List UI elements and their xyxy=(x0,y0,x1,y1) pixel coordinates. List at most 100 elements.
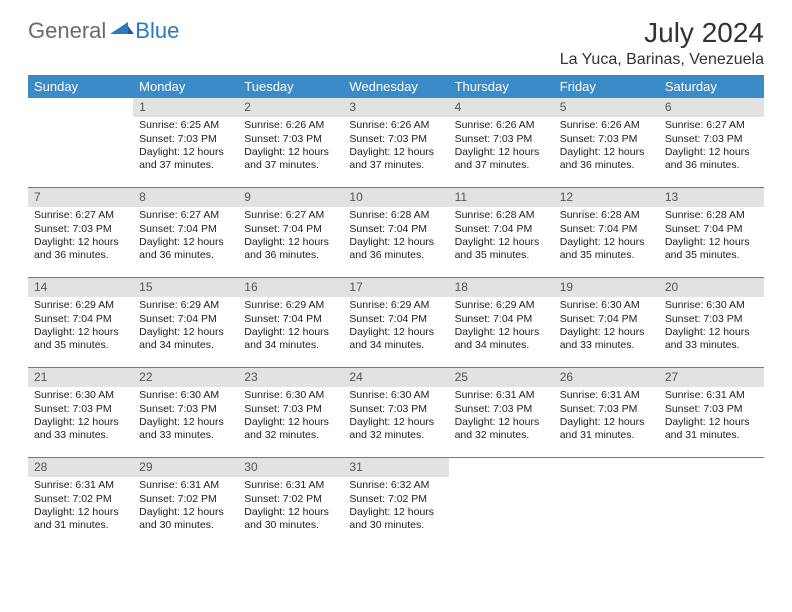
sunrise-line: Sunrise: 6:30 AM xyxy=(34,389,127,402)
calendar-day-cell: 4Sunrise: 6:26 AMSunset: 7:03 PMDaylight… xyxy=(449,98,554,188)
calendar-day-cell: 17Sunrise: 6:29 AMSunset: 7:04 PMDayligh… xyxy=(343,277,448,367)
sunset-line: Sunset: 7:03 PM xyxy=(34,403,127,416)
sunrise-line: Sunrise: 6:29 AM xyxy=(139,299,232,312)
daylight-line: Daylight: 12 hours and 34 minutes. xyxy=(455,326,548,353)
month-year: July 2024 xyxy=(560,18,764,49)
sunset-line: Sunset: 7:04 PM xyxy=(139,313,232,326)
sunrise-line: Sunrise: 6:31 AM xyxy=(139,479,232,492)
sunrise-line: Sunrise: 6:28 AM xyxy=(455,209,548,222)
daylight-line: Daylight: 12 hours and 35 minutes. xyxy=(665,236,758,263)
sunset-line: Sunset: 7:04 PM xyxy=(244,223,337,236)
daylight-line: Daylight: 12 hours and 34 minutes. xyxy=(349,326,442,353)
sunset-line: Sunset: 7:03 PM xyxy=(455,403,548,416)
day-number: 9 xyxy=(238,188,343,207)
day-number: 7 xyxy=(28,188,133,207)
day-number: 20 xyxy=(659,278,764,297)
calendar-day-cell: 1Sunrise: 6:25 AMSunset: 7:03 PMDaylight… xyxy=(133,98,238,188)
day-number: 21 xyxy=(28,368,133,387)
calendar-day-cell: 9Sunrise: 6:27 AMSunset: 7:04 PMDaylight… xyxy=(238,187,343,277)
daylight-line: Daylight: 12 hours and 31 minutes. xyxy=(34,506,127,533)
sunrise-line: Sunrise: 6:30 AM xyxy=(665,299,758,312)
sunset-line: Sunset: 7:03 PM xyxy=(560,133,653,146)
calendar-day-cell: 23Sunrise: 6:30 AMSunset: 7:03 PMDayligh… xyxy=(238,367,343,457)
sunset-line: Sunset: 7:04 PM xyxy=(34,313,127,326)
daylight-line: Daylight: 12 hours and 33 minutes. xyxy=(139,416,232,443)
day-number: 16 xyxy=(238,278,343,297)
sunset-line: Sunset: 7:03 PM xyxy=(349,403,442,416)
calendar-day-cell: 27Sunrise: 6:31 AMSunset: 7:03 PMDayligh… xyxy=(659,367,764,457)
weekday-heading: Tuesday xyxy=(238,75,343,98)
day-number: 25 xyxy=(449,368,554,387)
sunset-line: Sunset: 7:03 PM xyxy=(34,223,127,236)
day-number: 3 xyxy=(343,98,448,117)
sunset-line: Sunset: 7:03 PM xyxy=(244,133,337,146)
sunset-line: Sunset: 7:04 PM xyxy=(560,313,653,326)
sunrise-line: Sunrise: 6:31 AM xyxy=(560,389,653,402)
sunrise-line: Sunrise: 6:26 AM xyxy=(244,119,337,132)
day-number: 18 xyxy=(449,278,554,297)
weekday-heading: Saturday xyxy=(659,75,764,98)
brand-part1: General xyxy=(28,18,106,44)
calendar-day-cell: 2Sunrise: 6:26 AMSunset: 7:03 PMDaylight… xyxy=(238,98,343,188)
calendar-day-cell: 18Sunrise: 6:29 AMSunset: 7:04 PMDayligh… xyxy=(449,277,554,367)
sunrise-line: Sunrise: 6:29 AM xyxy=(349,299,442,312)
sunrise-line: Sunrise: 6:28 AM xyxy=(560,209,653,222)
sunset-line: Sunset: 7:04 PM xyxy=(139,223,232,236)
calendar-day-cell: 26Sunrise: 6:31 AMSunset: 7:03 PMDayligh… xyxy=(554,367,659,457)
daylight-line: Daylight: 12 hours and 34 minutes. xyxy=(139,326,232,353)
sunset-line: Sunset: 7:04 PM xyxy=(349,313,442,326)
sunrise-line: Sunrise: 6:31 AM xyxy=(455,389,548,402)
calendar-day-cell: 24Sunrise: 6:30 AMSunset: 7:03 PMDayligh… xyxy=(343,367,448,457)
sunrise-line: Sunrise: 6:30 AM xyxy=(244,389,337,402)
sunrise-line: Sunrise: 6:30 AM xyxy=(349,389,442,402)
sunset-line: Sunset: 7:02 PM xyxy=(349,493,442,506)
sunset-line: Sunset: 7:03 PM xyxy=(665,313,758,326)
calendar-day-cell xyxy=(449,457,554,547)
daylight-line: Daylight: 12 hours and 36 minutes. xyxy=(665,146,758,173)
calendar-week-row: 7Sunrise: 6:27 AMSunset: 7:03 PMDaylight… xyxy=(28,187,764,277)
weekday-heading: Monday xyxy=(133,75,238,98)
calendar-week-row: 1Sunrise: 6:25 AMSunset: 7:03 PMDaylight… xyxy=(28,98,764,188)
day-number: 28 xyxy=(28,458,133,477)
calendar-day-cell: 31Sunrise: 6:32 AMSunset: 7:02 PMDayligh… xyxy=(343,457,448,547)
calendar-day-cell: 5Sunrise: 6:26 AMSunset: 7:03 PMDaylight… xyxy=(554,98,659,188)
calendar-week-row: 21Sunrise: 6:30 AMSunset: 7:03 PMDayligh… xyxy=(28,367,764,457)
sunrise-line: Sunrise: 6:30 AM xyxy=(139,389,232,402)
calendar-day-cell: 15Sunrise: 6:29 AMSunset: 7:04 PMDayligh… xyxy=(133,277,238,367)
weekday-heading: Friday xyxy=(554,75,659,98)
sunrise-line: Sunrise: 6:29 AM xyxy=(34,299,127,312)
day-number: 2 xyxy=(238,98,343,117)
day-number: 5 xyxy=(554,98,659,117)
sunset-line: Sunset: 7:04 PM xyxy=(349,223,442,236)
daylight-line: Daylight: 12 hours and 37 minutes. xyxy=(349,146,442,173)
calendar-day-cell: 19Sunrise: 6:30 AMSunset: 7:04 PMDayligh… xyxy=(554,277,659,367)
calendar-day-cell xyxy=(659,457,764,547)
daylight-line: Daylight: 12 hours and 33 minutes. xyxy=(34,416,127,443)
calendar-day-cell: 10Sunrise: 6:28 AMSunset: 7:04 PMDayligh… xyxy=(343,187,448,277)
calendar-day-cell: 3Sunrise: 6:26 AMSunset: 7:03 PMDaylight… xyxy=(343,98,448,188)
sunset-line: Sunset: 7:02 PM xyxy=(244,493,337,506)
sunrise-line: Sunrise: 6:31 AM xyxy=(244,479,337,492)
day-number: 23 xyxy=(238,368,343,387)
sunset-line: Sunset: 7:04 PM xyxy=(665,223,758,236)
day-number: 12 xyxy=(554,188,659,207)
weekday-heading: Sunday xyxy=(28,75,133,98)
title-block: July 2024 La Yuca, Barinas, Venezuela xyxy=(560,18,764,69)
day-number: 29 xyxy=(133,458,238,477)
daylight-line: Daylight: 12 hours and 35 minutes. xyxy=(560,236,653,263)
calendar-page: General Blue July 2024 La Yuca, Barinas,… xyxy=(0,0,792,547)
calendar-day-cell: 20Sunrise: 6:30 AMSunset: 7:03 PMDayligh… xyxy=(659,277,764,367)
calendar-day-cell: 28Sunrise: 6:31 AMSunset: 7:02 PMDayligh… xyxy=(28,457,133,547)
day-number: 19 xyxy=(554,278,659,297)
sunset-line: Sunset: 7:04 PM xyxy=(244,313,337,326)
day-number: 11 xyxy=(449,188,554,207)
sunrise-line: Sunrise: 6:26 AM xyxy=(560,119,653,132)
daylight-line: Daylight: 12 hours and 32 minutes. xyxy=(244,416,337,443)
calendar-day-cell: 8Sunrise: 6:27 AMSunset: 7:04 PMDaylight… xyxy=(133,187,238,277)
calendar-day-cell: 21 Sunrise: 6:30 AMSunset: 7:03 PMDayligh… xyxy=(28,367,133,457)
sunset-line: Sunset: 7:03 PM xyxy=(139,133,232,146)
calendar-week-row: 28Sunrise: 6:31 AMSunset: 7:02 PMDayligh… xyxy=(28,457,764,547)
header: General Blue July 2024 La Yuca, Barinas,… xyxy=(28,18,764,69)
sunset-line: Sunset: 7:03 PM xyxy=(665,133,758,146)
sunset-line: Sunset: 7:02 PM xyxy=(34,493,127,506)
